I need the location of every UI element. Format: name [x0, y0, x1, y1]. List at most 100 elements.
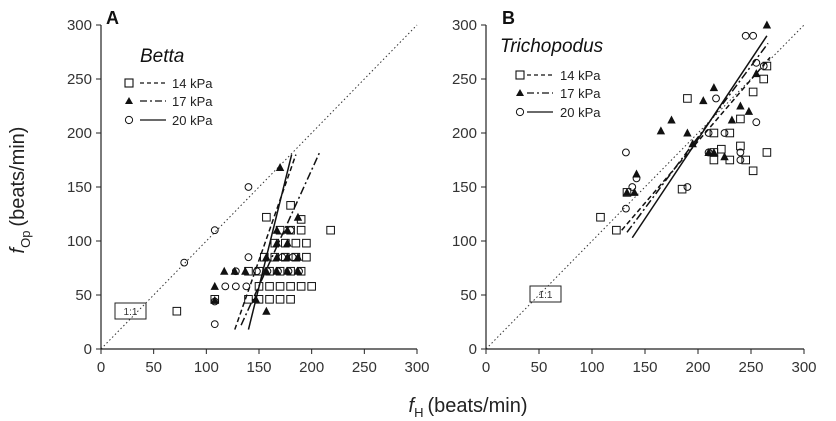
- legend-item-17kpa: 17 kPa: [516, 86, 601, 101]
- data-point-circle: [752, 58, 761, 67]
- data-point-triangle: [667, 115, 676, 124]
- y-tick-label: 300: [452, 17, 477, 34]
- legend-marker-open-square: [124, 78, 134, 88]
- data-point-triangle: [262, 252, 271, 261]
- data-point-circle: [295, 267, 303, 276]
- data-point-circle: [622, 204, 630, 213]
- data-point-circle: [274, 267, 282, 276]
- data-point-triangle: [272, 238, 282, 247]
- data-point-triangle: [762, 20, 772, 29]
- data-point-circle: [288, 253, 297, 262]
- data-point-square: [275, 282, 285, 291]
- data-point-square: [286, 282, 295, 291]
- data-point-circle: [244, 183, 253, 191]
- panel-b-letter: B: [502, 8, 515, 28]
- x-axis-symbol: f: [409, 395, 417, 417]
- legend-label: 17 kPa: [172, 94, 213, 109]
- data-point-circle: [622, 148, 630, 157]
- data-point-circle: [741, 31, 750, 40]
- data-point-square: [172, 306, 182, 316]
- ratio-box-label: 1:1: [539, 290, 553, 301]
- data-point-square: [748, 87, 758, 97]
- data-point-circle: [180, 258, 189, 267]
- y-axis-subscript: Op: [18, 231, 33, 248]
- y-tick-label: 100: [67, 233, 92, 250]
- data-point-circle: [242, 282, 251, 291]
- data-point-triangle: [683, 128, 692, 137]
- data-point-square: [286, 295, 295, 304]
- y-axis-title: fOp (beats/min): [7, 127, 33, 254]
- data-point-circle: [749, 31, 758, 40]
- data-point-square: [262, 212, 271, 222]
- data-point-triangle: [688, 139, 697, 148]
- data-point-square: [759, 74, 769, 84]
- y-tick-label: 0: [469, 341, 477, 358]
- legend-item-20kpa: 20 kPa: [124, 113, 213, 128]
- data-point-triangle: [241, 266, 250, 275]
- data-point-triangle: [720, 152, 729, 161]
- data-point-square: [286, 201, 295, 210]
- data-point-square: [725, 128, 735, 138]
- data-point-circle: [683, 183, 692, 191]
- data-point-square: [596, 212, 605, 222]
- x-tick-label: 150: [246, 359, 271, 376]
- ratio-box: [114, 302, 147, 320]
- data-point-triangle: [630, 187, 639, 196]
- data-point-square: [265, 282, 274, 291]
- legend-marker-open-square: [515, 70, 525, 80]
- panel-a-ratio-box: 1:1: [114, 302, 147, 320]
- x-tick-label: 250: [352, 359, 377, 376]
- data-point-square: [741, 155, 751, 165]
- panel-b: B Trichopodus 14 kPa 17 kPa 20 kPa 1:1 0…: [452, 8, 817, 376]
- data-point-triangle: [699, 96, 708, 105]
- regression-line-solid: [631, 35, 768, 239]
- x-tick-label: 0: [97, 359, 105, 376]
- ratio-box-label: 1:1: [124, 307, 138, 318]
- legend-label: 14 kPa: [560, 68, 601, 83]
- data-point-circle: [231, 267, 240, 276]
- x-tick-label: 100: [194, 359, 219, 376]
- data-point-triangle: [752, 69, 761, 78]
- data-point-triangle: [727, 115, 737, 124]
- x-axis-subscript: H: [414, 405, 423, 420]
- legend-label: 20 kPa: [560, 105, 601, 120]
- svg-text:fH(beats/min): fH (beats/min): [409, 395, 528, 420]
- data-point-square: [254, 266, 264, 276]
- data-point-circle: [736, 156, 745, 164]
- data-point-triangle: [210, 295, 219, 304]
- panel-a-letter: A: [106, 8, 119, 28]
- data-point-square: [709, 155, 719, 165]
- legend-item-17kpa: 17 kPa: [125, 94, 213, 109]
- data-point-triangle: [744, 106, 754, 115]
- data-point-circle: [712, 94, 720, 103]
- x-tick-label: 150: [632, 359, 657, 376]
- y-tick-label: 150: [67, 179, 92, 196]
- regression-line-dash-dot: [626, 42, 769, 233]
- svg-text:fOp(beats/min): fOp (beats/min): [7, 127, 33, 254]
- data-point-circle: [736, 148, 745, 157]
- data-point-circle: [628, 183, 637, 191]
- data-point-square: [709, 128, 719, 138]
- y-tick-label: 50: [75, 287, 92, 304]
- data-point-circle: [263, 267, 272, 276]
- x-tick-label: 0: [482, 359, 490, 376]
- data-point-triangle: [262, 306, 271, 315]
- x-tick-label: 300: [404, 359, 429, 376]
- identity-line: [100, 24, 418, 350]
- panel-b-legend: 14 kPa 17 kPa 20 kPa: [515, 68, 601, 120]
- y-tick-label: 100: [452, 233, 477, 250]
- y-tick-label: 0: [84, 341, 92, 358]
- y-tick-label: 200: [452, 125, 477, 142]
- data-point-circle: [759, 62, 768, 70]
- legend-marker-filled-triangle: [125, 97, 133, 104]
- data-point-square: [244, 295, 253, 304]
- x-tick-label: 50: [531, 359, 548, 376]
- y-axis-symbol: f: [7, 245, 29, 253]
- y-tick-label: 50: [460, 287, 477, 304]
- data-point-square: [296, 225, 306, 235]
- data-point-square: [762, 148, 772, 157]
- ratio-box: [529, 285, 562, 303]
- data-point-square: [762, 61, 772, 71]
- y-axis-unit: (beats/min): [7, 127, 29, 227]
